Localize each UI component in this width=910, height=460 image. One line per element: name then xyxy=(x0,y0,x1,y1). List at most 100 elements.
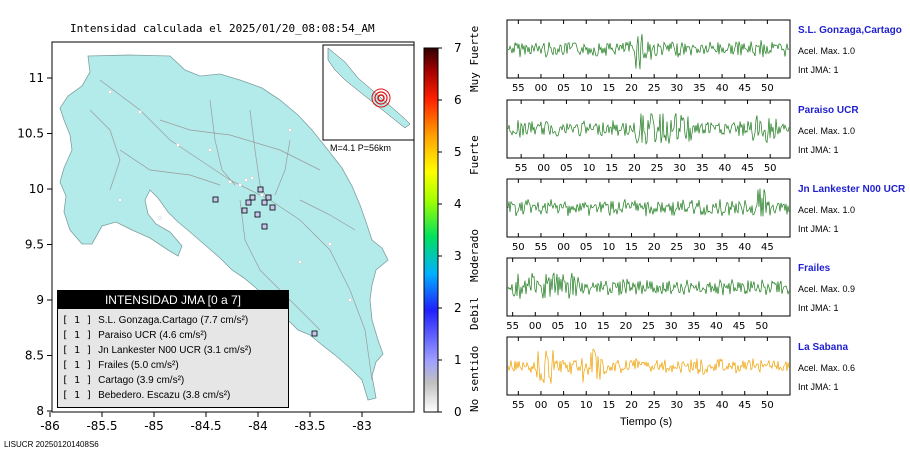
colorbar-tick: 1 xyxy=(454,353,462,367)
station-max-accel: Acel. Max. 1.0 xyxy=(798,126,856,136)
map-x-tick: -83.5 xyxy=(294,419,325,433)
colorbar-tick: 5 xyxy=(454,145,462,159)
time-tick: 20 xyxy=(628,163,641,174)
time-tick: 50 xyxy=(764,163,777,174)
station-jma-intensity: Int JMA: 1 xyxy=(798,303,839,313)
road-network xyxy=(89,79,373,381)
time-tick: 40 xyxy=(719,163,732,174)
legend-station-text: Jn Lankester N00 UCR (3.1 cm/s²) xyxy=(98,345,252,356)
map-y-tick: 10 xyxy=(29,182,44,196)
map-y-ticks: 11 10.5 10 9.5 9 8.5 8 xyxy=(17,71,52,418)
time-tick: 30 xyxy=(693,242,706,253)
map-x-tick: -84.5 xyxy=(190,419,221,433)
waveform-panels: 55 00 05 10 15 20 25 30 35 40 45 50 55 00 05 10 15 20 25 30… xyxy=(506,19,791,411)
legend-intensity: [ 1 ] xyxy=(62,330,93,341)
station-jma-intensity: Int JMA: 1 xyxy=(798,65,839,75)
map-title: Intensidad calculada el 2025/01/20_08:08… xyxy=(70,22,375,35)
time-tick: 40 xyxy=(716,83,729,94)
legend-intensity: [ 1 ] xyxy=(62,345,93,356)
time-tick: 05 xyxy=(560,163,573,174)
station-max-accel: Acel. Max. 1.0 xyxy=(798,205,856,215)
time-tick: 55 xyxy=(515,163,528,174)
time-tick: 35 xyxy=(696,163,709,174)
time-tick: 15 xyxy=(605,163,618,174)
time-tick: 55 xyxy=(535,242,548,253)
waveform-trace xyxy=(507,188,790,217)
map-y-tick: 9 xyxy=(36,293,44,307)
colorbar-tick: 2 xyxy=(454,301,462,315)
waveform-panel: 55 00 05 10 15 20 25 30 35 40 45 50 xyxy=(506,19,791,94)
time-tick: 45 xyxy=(733,321,746,332)
time-tick: 55 xyxy=(512,83,525,94)
footer-id: LISUCR 202501201408S6 xyxy=(4,440,99,449)
time-tick: 20 xyxy=(619,321,632,332)
map-x-tick: -86 xyxy=(40,419,60,433)
map-y-tick: 9.5 xyxy=(25,238,44,252)
legend-row: [ 1 ] Paraiso UCR (4.6 cm/s²) xyxy=(62,330,207,341)
colorbar-tick: 6 xyxy=(454,93,462,107)
time-tick: 30 xyxy=(665,321,678,332)
waveform-trace xyxy=(507,348,790,384)
colorbar-tick: 3 xyxy=(454,249,462,263)
station-max-accel: Acel. Max. 0.9 xyxy=(798,284,856,294)
time-tick: 35 xyxy=(693,83,706,94)
time-tick: 00 xyxy=(535,400,548,411)
map-x-tick: -84 xyxy=(248,419,268,433)
time-tick: 50 xyxy=(755,321,768,332)
time-tick: 25 xyxy=(670,242,683,253)
time-tick: 25 xyxy=(651,163,664,174)
legend-station-text: Cartago (3.9 cm/s²) xyxy=(98,375,185,386)
station-legend: INTENSIDAD JMA [0 a 7] [ 1 ] S.L. Gonzaga… xyxy=(57,290,289,408)
legend-station-text: Bebedero. Escazu (3.8 cm/s²) xyxy=(98,390,231,401)
legend-intensity: [ 1 ] xyxy=(62,315,93,326)
time-tick: 25 xyxy=(642,321,655,332)
waveform-trace xyxy=(507,113,790,145)
time-tick: 40 xyxy=(716,400,729,411)
legend-row: [ 1 ] Cartago (3.9 cm/s²) xyxy=(62,375,184,386)
station-jma-intensity: Int JMA: 1 xyxy=(798,382,839,392)
time-tick: 35 xyxy=(716,242,729,253)
colorbar-tick: 7 xyxy=(454,41,462,55)
time-tick: 15 xyxy=(597,321,610,332)
time-tick: 20 xyxy=(625,83,638,94)
legend-row: [ 1 ] Frailes (5.0 cm/s²) xyxy=(62,360,179,371)
colorbar-tick: 4 xyxy=(454,197,462,211)
time-tick: 55 xyxy=(512,400,525,411)
time-tick: 35 xyxy=(687,321,700,332)
magnitude-depth-note: M=4.1 P=56km xyxy=(330,143,392,153)
waveform-trace xyxy=(507,272,790,299)
time-tick: 15 xyxy=(603,400,616,411)
intensity-colorbar: 7 6 5 4 3 2 1 0 xyxy=(423,41,462,419)
time-tick: 50 xyxy=(512,242,525,253)
map-x-tick: -85 xyxy=(144,419,164,433)
station-name: Jn Lankester N00 UCR xyxy=(798,184,906,195)
time-tick: 50 xyxy=(761,400,774,411)
time-tick: 05 xyxy=(580,242,593,253)
time-tick: 25 xyxy=(648,83,661,94)
time-tick: 30 xyxy=(670,83,683,94)
time-tick: 00 xyxy=(535,83,548,94)
time-tick: 50 xyxy=(761,83,774,94)
station-markers xyxy=(212,186,318,337)
map-x-ticks: -86 -85.5 -85 -84.5 -84 -83.5 -83 xyxy=(40,412,372,433)
legend-row: [ 1 ] Bebedero. Escazu (3.8 cm/s²) xyxy=(62,390,230,401)
time-tick: 30 xyxy=(670,400,683,411)
map-y-tick: 8.5 xyxy=(25,349,44,363)
epicenter-icon xyxy=(371,88,391,108)
legend-intensity: [ 1 ] xyxy=(62,390,93,401)
time-tick: 10 xyxy=(574,321,587,332)
time-tick: 15 xyxy=(625,242,638,253)
waveform-panel: 55 00 05 10 15 20 25 30 35 40 45 50 xyxy=(506,257,791,332)
colorbar-category-label: Moderado xyxy=(468,229,481,282)
inset-land xyxy=(327,47,411,129)
map-x-tick: -83 xyxy=(352,419,372,433)
time-tick: 00 xyxy=(557,242,570,253)
time-tick: 20 xyxy=(648,242,661,253)
time-tick: 10 xyxy=(583,163,596,174)
legend-title: INTENSIDAD JMA [0 a 7] xyxy=(58,291,288,309)
map-y-tick: 8 xyxy=(36,404,44,418)
time-tick: 15 xyxy=(603,83,616,94)
waveform-panel: 50 55 00 05 10 15 20 25 30 35 40 45 xyxy=(506,178,791,253)
time-tick: 40 xyxy=(710,321,723,332)
time-tick: 00 xyxy=(529,321,542,332)
